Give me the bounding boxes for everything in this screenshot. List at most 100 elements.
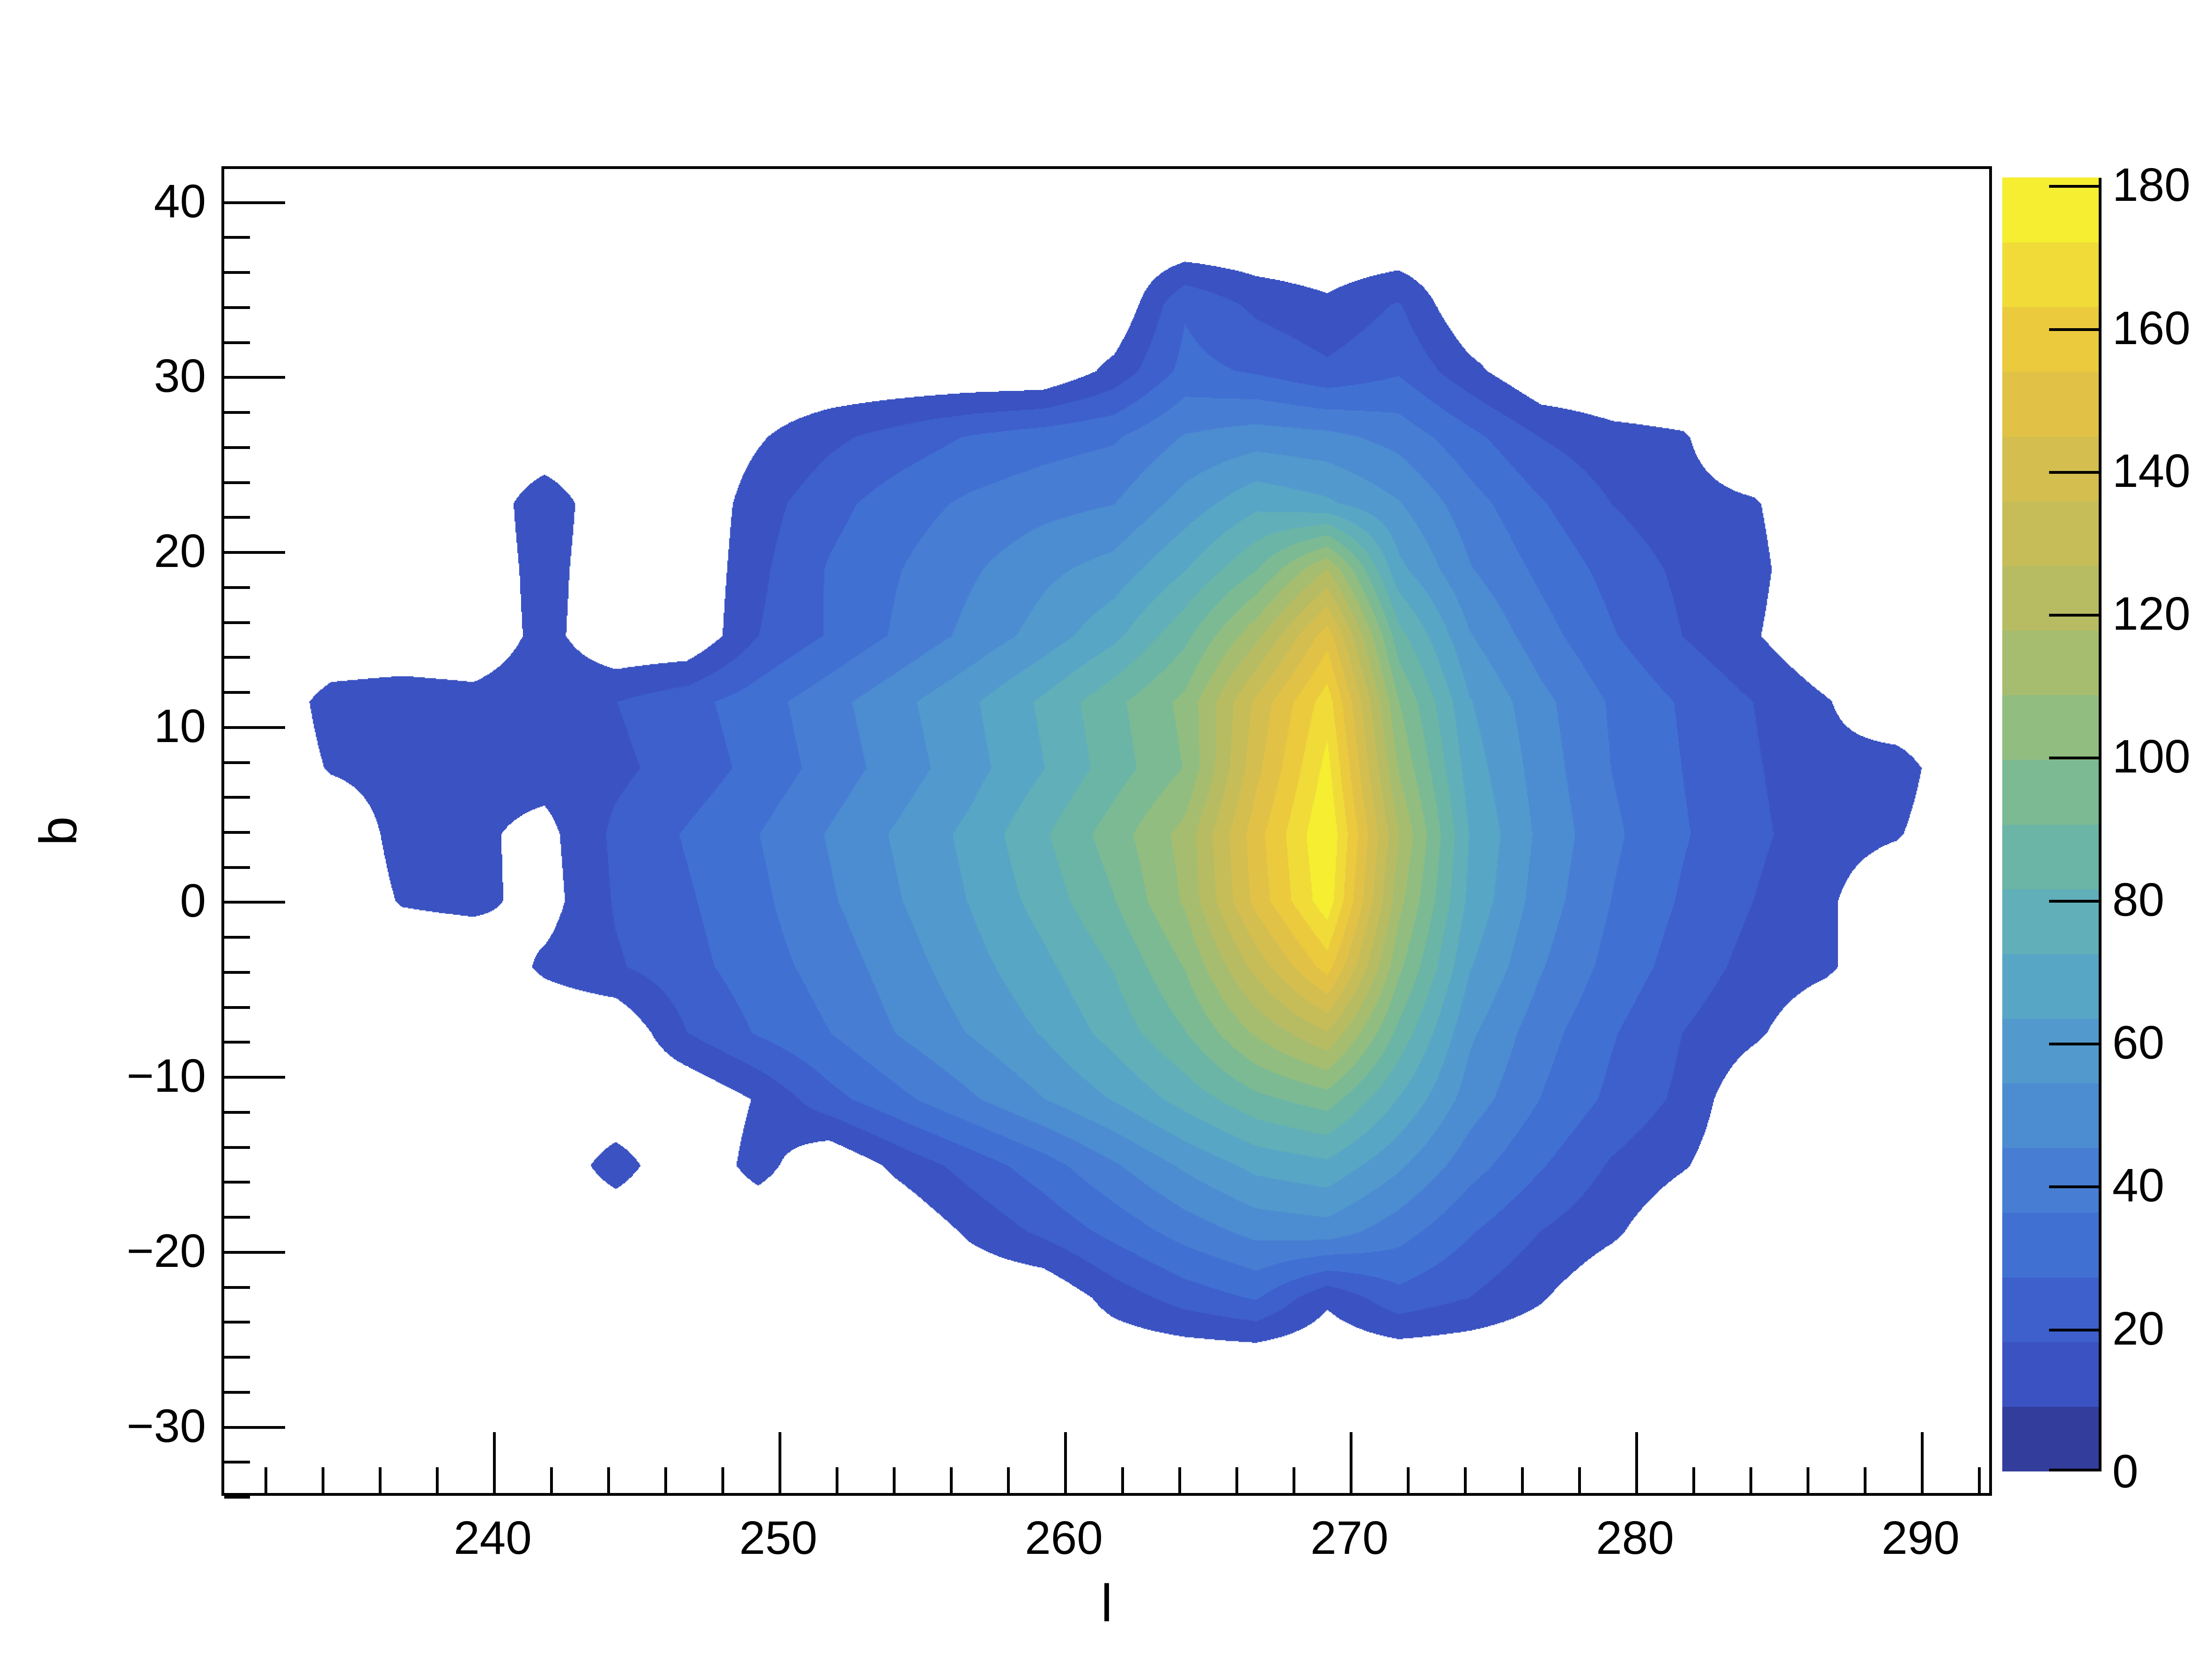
y-minor-tick bbox=[224, 446, 250, 449]
y-minor-tick bbox=[224, 516, 250, 519]
y-major-tick bbox=[224, 901, 285, 904]
colorbar-tick-label: 100 bbox=[2112, 730, 2190, 783]
colorbar-tick-label: 120 bbox=[2112, 588, 2190, 640]
x-minor-tick bbox=[835, 1467, 838, 1493]
y-major-tick bbox=[224, 551, 285, 554]
y-minor-tick bbox=[224, 936, 250, 939]
x-tick-label: 260 bbox=[1025, 1512, 1103, 1564]
y-tick-label: −20 bbox=[126, 1224, 206, 1277]
colorbar-tick-label: 180 bbox=[2112, 159, 2190, 212]
y-minor-tick bbox=[224, 586, 250, 589]
colorbar-band bbox=[2002, 824, 2102, 890]
x-minor-tick bbox=[1863, 1467, 1867, 1493]
x-minor-tick bbox=[664, 1467, 667, 1493]
colorbar-band bbox=[2002, 1018, 2102, 1084]
y-minor-tick bbox=[224, 691, 250, 694]
colorbar-tick-label: 140 bbox=[2112, 444, 2190, 497]
colorbar-tick-label: 60 bbox=[2112, 1016, 2165, 1069]
y-major-tick bbox=[224, 1426, 285, 1429]
colorbar-tick-label: 80 bbox=[2112, 873, 2165, 926]
colorbar-band bbox=[2002, 1083, 2102, 1148]
y-major-tick bbox=[224, 1076, 285, 1079]
y-minor-tick bbox=[224, 1461, 250, 1464]
x-minor-tick bbox=[1692, 1467, 1695, 1493]
y-minor-tick bbox=[224, 1356, 250, 1359]
colorbar-major-tick bbox=[2049, 757, 2102, 760]
colorbar-band bbox=[2002, 501, 2102, 566]
y-tick-label: 30 bbox=[154, 350, 206, 403]
x-major-tick bbox=[778, 1432, 781, 1493]
contour-heatmap bbox=[224, 169, 1989, 1493]
colorbar-major-tick bbox=[2049, 1328, 2102, 1331]
x-minor-tick bbox=[1406, 1467, 1410, 1493]
y-minor-tick bbox=[224, 1041, 250, 1044]
x-major-tick bbox=[1349, 1432, 1352, 1493]
colorbar-band bbox=[2002, 630, 2102, 696]
y-minor-tick bbox=[224, 306, 250, 309]
y-minor-tick bbox=[224, 271, 250, 274]
colorbar-major-tick bbox=[2049, 1043, 2102, 1046]
y-minor-tick bbox=[224, 481, 250, 484]
x-minor-tick bbox=[264, 1467, 267, 1493]
x-tick-label: 290 bbox=[1881, 1512, 1960, 1564]
y-major-tick bbox=[224, 201, 285, 204]
x-minor-tick bbox=[892, 1467, 896, 1493]
y-minor-tick bbox=[224, 761, 250, 764]
colorbar-band bbox=[2002, 1277, 2102, 1342]
x-minor-tick bbox=[607, 1467, 610, 1493]
plot-frame bbox=[221, 166, 1992, 1499]
x-tick-label: 280 bbox=[1596, 1512, 1674, 1564]
colorbar-tick-label: 40 bbox=[2112, 1159, 2165, 1212]
y-minor-tick bbox=[224, 796, 250, 799]
y-tick-label: 40 bbox=[154, 175, 206, 228]
colorbar-tick-label: 0 bbox=[2112, 1445, 2139, 1498]
colorbar-tick-label: 20 bbox=[2112, 1302, 2165, 1355]
y-major-tick bbox=[224, 376, 285, 379]
x-minor-tick bbox=[1749, 1467, 1752, 1493]
y-minor-tick bbox=[224, 341, 250, 344]
y-minor-tick bbox=[224, 236, 250, 239]
colorbar-major-tick bbox=[2049, 899, 2102, 903]
y-minor-tick bbox=[224, 1216, 250, 1219]
y-minor-tick bbox=[224, 1496, 250, 1499]
x-minor-tick bbox=[1292, 1467, 1295, 1493]
x-major-tick bbox=[1635, 1432, 1638, 1493]
y-major-tick bbox=[224, 726, 285, 729]
colorbar-major-tick bbox=[2049, 328, 2102, 331]
y-axis-title: b bbox=[29, 816, 88, 846]
y-major-tick bbox=[224, 1250, 285, 1254]
y-minor-tick bbox=[224, 1146, 250, 1149]
y-minor-tick bbox=[224, 656, 250, 659]
y-tick-label: 20 bbox=[154, 525, 206, 578]
colorbar-band bbox=[2002, 889, 2102, 954]
colorbar-major-tick bbox=[2049, 1469, 2102, 1471]
y-minor-tick bbox=[224, 1181, 250, 1184]
x-minor-tick bbox=[949, 1467, 953, 1493]
colorbar bbox=[2002, 177, 2102, 1471]
y-minor-tick bbox=[224, 1286, 250, 1289]
x-minor-tick bbox=[321, 1467, 324, 1493]
y-tick-label: −10 bbox=[126, 1050, 206, 1103]
colorbar-band bbox=[2002, 242, 2102, 308]
colorbar-band bbox=[2002, 371, 2102, 437]
x-tick-label: 250 bbox=[739, 1512, 817, 1564]
x-tick-label: 270 bbox=[1310, 1512, 1389, 1564]
x-minor-tick bbox=[1521, 1467, 1524, 1493]
colorbar-band bbox=[2002, 307, 2102, 372]
colorbar-major-tick bbox=[2049, 185, 2102, 188]
x-minor-tick bbox=[1977, 1467, 1981, 1493]
colorbar-band bbox=[2002, 436, 2102, 501]
x-minor-tick bbox=[1007, 1467, 1010, 1493]
colorbar-band bbox=[2002, 566, 2102, 631]
x-minor-tick bbox=[378, 1467, 382, 1493]
colorbar-band bbox=[2002, 1406, 2102, 1471]
y-minor-tick bbox=[224, 971, 250, 974]
y-minor-tick bbox=[224, 411, 250, 414]
colorbar-band bbox=[2002, 1212, 2102, 1278]
x-minor-tick bbox=[1463, 1467, 1467, 1493]
x-minor-tick bbox=[1806, 1467, 1809, 1493]
x-minor-tick bbox=[1121, 1467, 1124, 1493]
colorbar-major-tick bbox=[2049, 614, 2102, 617]
x-major-tick bbox=[1920, 1432, 1924, 1493]
